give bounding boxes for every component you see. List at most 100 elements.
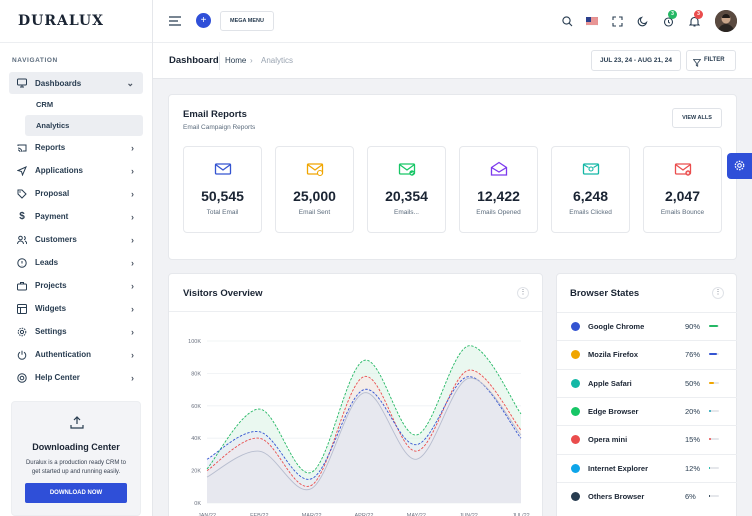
search-icon[interactable]	[561, 15, 573, 27]
sidebar-item-payment[interactable]: $ Payment ›	[0, 205, 152, 228]
stat-value: 20,354	[385, 188, 428, 204]
download-now-button[interactable]: DOWNLOAD NOW	[25, 483, 127, 503]
browser-name: Edge Browser	[588, 406, 639, 416]
more-options-icon[interactable]: ⋮	[517, 287, 529, 299]
sidebar-item-widgets[interactable]: Widgets ›	[0, 297, 152, 320]
stat-label: Total Email	[206, 209, 239, 216]
browser-row: Edge Browser 20%	[557, 396, 737, 425]
browser-name: Mozila Firefox	[588, 350, 639, 360]
moon-icon[interactable]	[636, 15, 648, 27]
browser-icon	[571, 350, 580, 360]
x-tick-label: APR/22	[355, 513, 374, 516]
breadcrumb-home[interactable]: Home	[225, 56, 247, 65]
stat-emails-bounce[interactable]: 2,047 Emails Bounce	[643, 146, 722, 233]
browser-percent: 50%	[685, 378, 701, 388]
stat-email-sent[interactable]: 25,000 Email Sent	[275, 146, 354, 233]
browser-progress-bar	[709, 438, 719, 441]
x-tick-label: MAY/22	[407, 513, 426, 516]
browser-row: Apple Safari 50%	[557, 368, 737, 397]
life-buoy-icon	[17, 372, 27, 383]
sidebar-item-customers[interactable]: Customers ›	[0, 228, 152, 251]
date-range-picker[interactable]: JUL 23, 24 - AUG 21, 24	[591, 50, 681, 71]
timer-icon[interactable]	[662, 15, 674, 27]
theme-customizer-toggle[interactable]	[727, 153, 752, 179]
sidebar-item-proposal[interactable]: Proposal ›	[0, 182, 152, 205]
sidebar-item-label: Customers	[35, 235, 77, 244]
mega-menu-button[interactable]: MEGA MENU	[220, 11, 274, 31]
x-tick-label: JAN/22	[198, 513, 216, 516]
filter-icon	[692, 57, 702, 76]
mail-sent-icon	[306, 161, 324, 177]
mail-open-icon	[490, 161, 508, 177]
filter-button[interactable]: FILTER	[686, 50, 736, 71]
browser-icon	[571, 322, 580, 331]
gear-icon	[17, 327, 27, 337]
browser-percent: 20%	[685, 406, 701, 416]
browser-progress-fill	[709, 409, 711, 412]
x-tick-label: JUN/22	[459, 513, 477, 516]
sidebar-item-label: Applications	[35, 166, 84, 175]
browser-percent: 15%	[685, 435, 701, 445]
sidebar-item-leads[interactable]: Leads ›	[0, 251, 152, 274]
browser-progress-bar	[709, 494, 719, 497]
sidebar-item-projects[interactable]: Projects ›	[0, 274, 152, 297]
sidebar-item-help-center[interactable]: Help Center ›	[0, 366, 152, 389]
x-tick-label: FEB/22	[250, 513, 268, 516]
visitors-chart: 100K 80K 60K 40K 20K 0K JAN/22 FEB/22 MAR/22 APR/…	[188, 339, 530, 516]
cast-icon	[17, 143, 27, 153]
browser-icon	[571, 406, 580, 416]
stat-emails-opened[interactable]: 12,422 Emails Opened	[459, 146, 538, 233]
brand-logo[interactable]: DURALUX	[0, 0, 152, 43]
browser-row: Others Browser 6%	[557, 481, 737, 510]
chevron-right-icon: ›	[250, 56, 253, 65]
browser-name: Internet Explorer	[588, 463, 649, 473]
gear-icon	[734, 160, 745, 173]
sidebar: DURALUX NAVIGATION Dashboards ⌄ CRM Anal…	[0, 0, 153, 516]
menu-toggle-icon[interactable]	[169, 16, 181, 28]
visitors-overview-title: Visitors Overview	[183, 288, 263, 299]
avatar[interactable]	[715, 10, 737, 32]
stat-label: Emails Bounce	[660, 209, 705, 216]
stat-label: Emails...	[394, 209, 419, 216]
fullscreen-icon[interactable]	[611, 15, 623, 27]
sidebar-item-label: Authentication	[35, 350, 91, 359]
sidebar-item-dashboards[interactable]: Dashboards ⌄	[9, 72, 143, 94]
sidebar-item-label: Leads	[35, 258, 59, 267]
browser-percent: 12%	[685, 463, 701, 473]
series-area	[207, 378, 521, 503]
us-flag-icon[interactable]	[586, 15, 598, 27]
browser-progress-fill	[709, 381, 714, 384]
chevron-right-icon: ›	[131, 303, 134, 314]
browser-row: Google Chrome 90%	[557, 312, 737, 340]
sidebar-subitem-analytics[interactable]: Analytics	[25, 115, 143, 136]
stat-value: 12,422	[477, 188, 520, 204]
download-icon	[70, 416, 84, 432]
promo-text: Duralux is a production ready CRM to get…	[25, 460, 127, 475]
users-icon	[17, 235, 27, 245]
stat-emails-delivered[interactable]: 20,354 Emails...	[367, 146, 446, 233]
view-all-button[interactable]: VIEW ALLS	[672, 108, 722, 128]
sidebar-item-settings[interactable]: Settings ›	[0, 320, 152, 343]
browser-progress-fill	[709, 438, 711, 441]
series-line	[206, 369, 522, 487]
series-line	[206, 377, 522, 491]
breadcrumb-divider	[219, 52, 220, 70]
more-options-icon[interactable]: ⋮	[712, 287, 724, 299]
browser-row: Internet Explorer 12%	[557, 453, 737, 482]
breadcrumb-current: Analytics	[261, 56, 294, 65]
x-tick-label: JUL/22	[512, 513, 529, 516]
chevron-down-icon: ⌄	[126, 77, 134, 88]
sidebar-item-reports[interactable]: Reports ›	[0, 136, 152, 159]
sidebar-item-applications[interactable]: Applications ›	[0, 159, 152, 182]
browser-states-card: Browser States ⋮ Google Chrome 90% Mozila …	[556, 273, 737, 516]
add-button[interactable]: +	[196, 13, 211, 28]
browser-progress-fill	[709, 353, 717, 356]
stat-total-email[interactable]: 50,545 Total Email	[183, 146, 262, 233]
y-tick-label: 80K	[191, 371, 201, 377]
sidebar-subitem-crm[interactable]: CRM	[36, 100, 54, 109]
chevron-right-icon: ›	[131, 234, 134, 245]
stat-value: 2,047	[664, 188, 701, 204]
stat-emails-clicked[interactable]: 6,248 Emails Clicked	[551, 146, 630, 233]
sidebar-item-authentication[interactable]: Authentication ›	[0, 343, 152, 366]
timer-badge: 3	[668, 10, 677, 19]
